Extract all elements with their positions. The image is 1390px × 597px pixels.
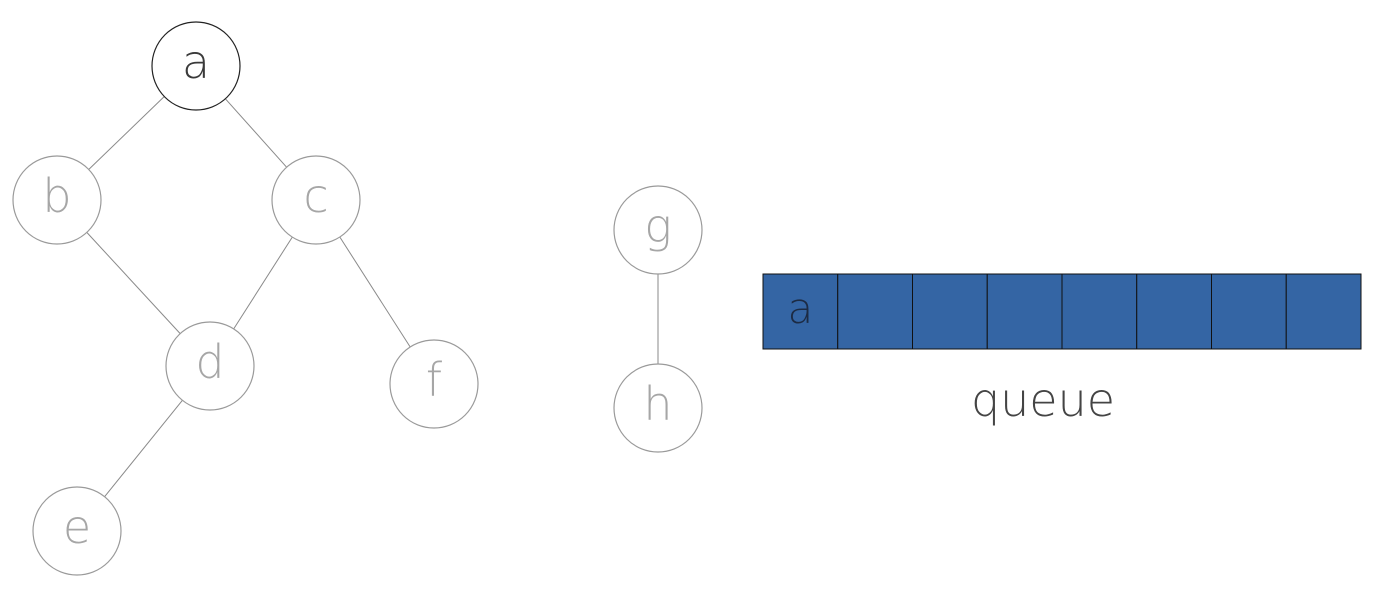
node-a-circle (151, 21, 241, 111)
node-a-label: a (182, 35, 210, 89)
node-f-circle (389, 339, 479, 429)
node-b-label: b (42, 169, 71, 223)
queue-cell-5 (1136, 273, 1212, 350)
queue-cell-2 (912, 273, 988, 350)
node-f-label: f (426, 353, 443, 407)
queue-cell-3 (986, 273, 1063, 350)
queue-caption: queue (971, 373, 1115, 427)
node-h-label: h (643, 377, 672, 431)
node-d-circle (165, 321, 255, 411)
node-e-label: e (63, 500, 91, 554)
edge-c-f (339, 236, 411, 348)
node-d: d (165, 321, 255, 411)
edge-c-d (233, 236, 293, 330)
node-a: a (151, 21, 241, 111)
node-g: g (613, 185, 703, 275)
edge-a-b (88, 96, 165, 170)
node-e-circle (32, 486, 122, 576)
node-d-label: d (195, 335, 224, 389)
edge-a-c (225, 98, 287, 168)
node-c-circle (271, 155, 361, 245)
queue-cell-0 (762, 273, 839, 350)
edge-b-d (86, 232, 181, 334)
node-f: f (389, 339, 479, 429)
node-b-circle (12, 155, 102, 245)
queue: a (762, 273, 1362, 350)
node-c: c (271, 155, 361, 245)
node-h-circle (613, 363, 703, 453)
queue-cell-4 (1061, 273, 1138, 350)
node-e: e (32, 486, 122, 576)
graph-edges (86, 96, 659, 498)
node-h: h (613, 363, 703, 453)
queue-cell-6 (1211, 273, 1287, 350)
edge-d-e (104, 399, 183, 498)
queue-cell-1 (837, 273, 913, 350)
node-g-label: g (644, 199, 672, 253)
node-b: b (12, 155, 102, 245)
graph-nodes: a b c d e f g h (12, 21, 703, 576)
node-c-label: c (303, 169, 328, 223)
queue-cell-0-label: a (788, 284, 814, 333)
queue-cell-7 (1285, 273, 1362, 350)
node-g-circle (613, 185, 703, 275)
